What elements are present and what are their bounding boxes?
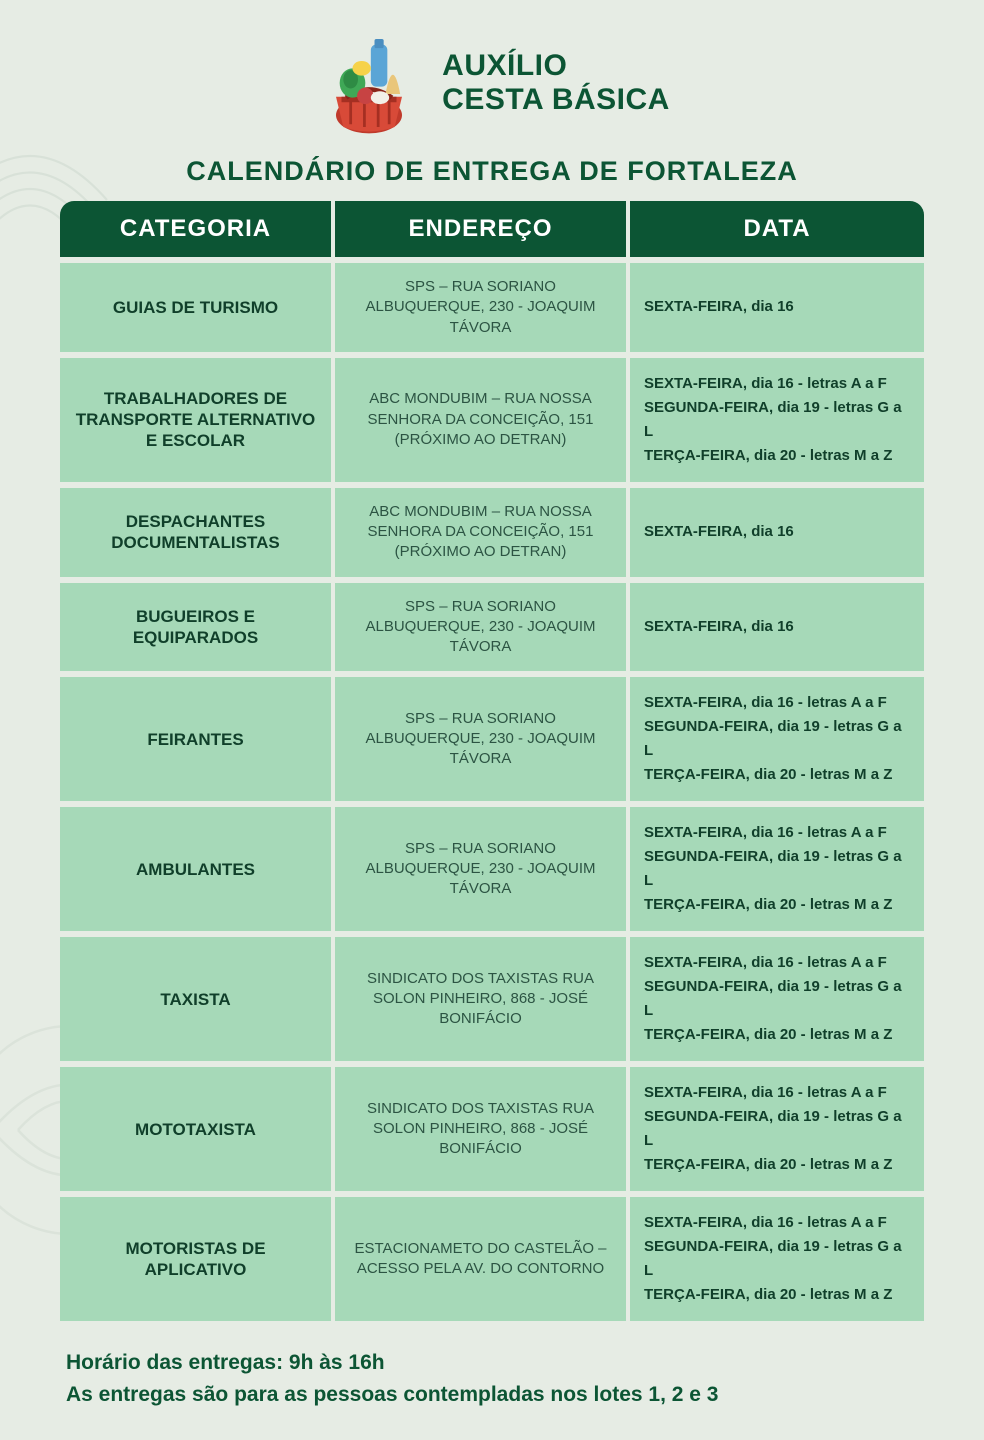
cell-categoria: MOTORISTAS DE APLICATIVO <box>60 1191 335 1321</box>
cell-endereco: SPS – RUA SORIANO ALBUQUERQUE, 230 - JOA… <box>335 257 630 352</box>
cell-categoria: TAXISTA <box>60 931 335 1061</box>
basket-icon <box>314 28 424 138</box>
cell-data: SEXTA-FEIRA, dia 16 <box>630 257 924 352</box>
cell-data: SEXTA-FEIRA, dia 16 - letras A a FSEGUND… <box>630 801 924 931</box>
date-line: TERÇA-FEIRA, dia 20 - letras M a Z <box>644 1153 910 1177</box>
cell-categoria: GUIAS DE TURISMO <box>60 257 335 352</box>
date-line: SEXTA-FEIRA, dia 16 - letras A a F <box>644 691 910 715</box>
footer-block: Horário das entregas: 9h às 16h As entre… <box>60 1347 924 1410</box>
th-data: DATA <box>630 201 924 257</box>
header-logo: AUXÍLIO CESTA BÁSICA <box>60 28 924 138</box>
cell-data: SEXTA-FEIRA, dia 16 <box>630 482 924 577</box>
date-line: TERÇA-FEIRA, dia 20 - letras M a Z <box>644 893 910 917</box>
date-line: SEGUNDA-FEIRA, dia 19 - letras G a L <box>644 396 910 444</box>
date-line: SEGUNDA-FEIRA, dia 19 - letras G a L <box>644 1105 910 1153</box>
date-line: SEXTA-FEIRA, dia 16 - letras A a F <box>644 1211 910 1235</box>
date-line: SEGUNDA-FEIRA, dia 19 - letras G a L <box>644 845 910 893</box>
schedule-table: CATEGORIA ENDEREÇO DATA GUIAS DE TURISMO… <box>60 201 924 1321</box>
date-line: SEGUNDA-FEIRA, dia 19 - letras G a L <box>644 1235 910 1283</box>
cell-endereco: ABC MONDUBIM – RUA NOSSA SENHORA DA CONC… <box>335 352 630 482</box>
table-row: GUIAS DE TURISMOSPS – RUA SORIANO ALBUQU… <box>60 257 924 352</box>
date-line: SEXTA-FEIRA, dia 16 - letras A a F <box>644 821 910 845</box>
table-row: TAXISTASINDICATO DOS TAXISTAS RUA SOLON … <box>60 931 924 1061</box>
table-row: FEIRANTESSPS – RUA SORIANO ALBUQUERQUE, … <box>60 671 924 801</box>
cell-categoria: TRABALHADORES DE TRANSPORTE ALTERNATIVO … <box>60 352 335 482</box>
cell-categoria: BUGUEIROS E EQUIPARADOS <box>60 577 335 672</box>
cell-data: SEXTA-FEIRA, dia 16 - letras A a FSEGUND… <box>630 1061 924 1191</box>
cell-endereco: SINDICATO DOS TAXISTAS RUA SOLON PINHEIR… <box>335 931 630 1061</box>
date-line: SEGUNDA-FEIRA, dia 19 - letras G a L <box>644 975 910 1023</box>
cell-categoria: MOTOTAXISTA <box>60 1061 335 1191</box>
cell-endereco: SPS – RUA SORIANO ALBUQUERQUE, 230 - JOA… <box>335 671 630 801</box>
date-line: SEGUNDA-FEIRA, dia 19 - letras G a L <box>644 715 910 763</box>
cell-data: SEXTA-FEIRA, dia 16 <box>630 577 924 672</box>
cell-endereco: SPS – RUA SORIANO ALBUQUERQUE, 230 - JOA… <box>335 801 630 931</box>
date-line: SEXTA-FEIRA, dia 16 - letras A a F <box>644 951 910 975</box>
cell-data: SEXTA-FEIRA, dia 16 - letras A a FSEGUND… <box>630 671 924 801</box>
date-line: TERÇA-FEIRA, dia 20 - letras M a Z <box>644 1283 910 1307</box>
table-header-row: CATEGORIA ENDEREÇO DATA <box>60 201 924 257</box>
table-row: DESPACHANTES DOCUMENTALISTASABC MONDUBIM… <box>60 482 924 577</box>
cell-data: SEXTA-FEIRA, dia 16 - letras A a FSEGUND… <box>630 352 924 482</box>
cell-data: SEXTA-FEIRA, dia 16 - letras A a FSEGUND… <box>630 1191 924 1321</box>
table-row: TRABALHADORES DE TRANSPORTE ALTERNATIVO … <box>60 352 924 482</box>
cell-categoria: DESPACHANTES DOCUMENTALISTAS <box>60 482 335 577</box>
cell-endereco: SINDICATO DOS TAXISTAS RUA SOLON PINHEIR… <box>335 1061 630 1191</box>
footer-line-2: As entregas são para as pessoas contempl… <box>66 1379 924 1411</box>
cell-endereco: ABC MONDUBIM – RUA NOSSA SENHORA DA CONC… <box>335 482 630 577</box>
footer-line-1: Horário das entregas: 9h às 16h <box>66 1347 924 1379</box>
table-row: MOTOTAXISTASINDICATO DOS TAXISTAS RUA SO… <box>60 1061 924 1191</box>
title-line-1: AUXÍLIO <box>442 49 670 84</box>
cell-endereco: SPS – RUA SORIANO ALBUQUERQUE, 230 - JOA… <box>335 577 630 672</box>
table-row: BUGUEIROS E EQUIPARADOSSPS – RUA SORIANO… <box>60 577 924 672</box>
title-line-2: CESTA BÁSICA <box>442 83 670 118</box>
date-line: SEXTA-FEIRA, dia 16 <box>644 615 910 639</box>
page-subtitle: CALENDÁRIO DE ENTREGA DE FORTALEZA <box>60 156 924 187</box>
table-row: MOTORISTAS DE APLICATIVOESTACIONAMETO DO… <box>60 1191 924 1321</box>
cell-categoria: AMBULANTES <box>60 801 335 931</box>
date-line: SEXTA-FEIRA, dia 16 - letras A a F <box>644 1081 910 1105</box>
th-categoria: CATEGORIA <box>60 201 335 257</box>
date-line: SEXTA-FEIRA, dia 16 <box>644 295 910 319</box>
date-line: TERÇA-FEIRA, dia 20 - letras M a Z <box>644 1023 910 1047</box>
cell-endereco: ESTACIONAMETO DO CASTELÃO – ACESSO PELA … <box>335 1191 630 1321</box>
th-endereco: ENDEREÇO <box>335 201 630 257</box>
cell-data: SEXTA-FEIRA, dia 16 - letras A a FSEGUND… <box>630 931 924 1061</box>
date-line: SEXTA-FEIRA, dia 16 <box>644 520 910 544</box>
date-line: TERÇA-FEIRA, dia 20 - letras M a Z <box>644 763 910 787</box>
cell-categoria: FEIRANTES <box>60 671 335 801</box>
date-line: SEXTA-FEIRA, dia 16 - letras A a F <box>644 372 910 396</box>
date-line: TERÇA-FEIRA, dia 20 - letras M a Z <box>644 444 910 468</box>
table-row: AMBULANTESSPS – RUA SORIANO ALBUQUERQUE,… <box>60 801 924 931</box>
